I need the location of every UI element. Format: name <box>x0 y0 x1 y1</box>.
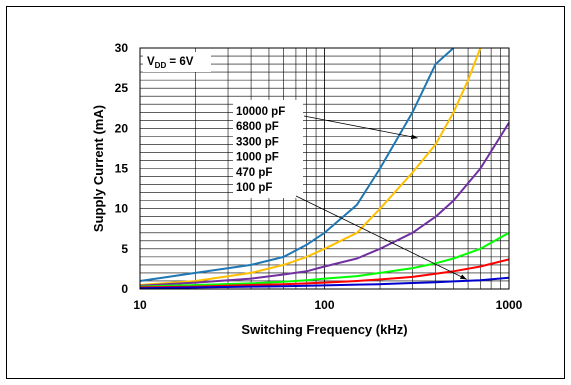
y-tick-label: 20 <box>115 121 129 135</box>
legend-label: 100 pF <box>236 182 272 194</box>
plot-area <box>139 47 510 290</box>
legend-box <box>233 100 303 198</box>
legend-label: 470 pF <box>236 167 272 179</box>
legend-label: 1000 pF <box>236 152 279 164</box>
legend-arrows <box>295 115 467 280</box>
x-tick-label: 100 <box>314 298 334 312</box>
arrow-top <box>303 115 418 140</box>
legend-label: 6800 pF <box>236 121 279 133</box>
x-tick-label: 10 <box>133 298 147 312</box>
y-tick-label: 0 <box>121 282 128 296</box>
series-line <box>139 47 455 282</box>
x-axis-label: Switching Frequency (kHz) <box>241 322 407 337</box>
series-line <box>139 231 510 288</box>
y-tick-label: 5 <box>121 242 128 256</box>
legend: 10000 pF 6800 pF 3300 pF 1000 pF 470 pF 100 p… <box>236 106 285 194</box>
y-tick-label: 15 <box>115 162 129 176</box>
series-line <box>139 276 510 290</box>
condition-label-box <box>143 52 211 72</box>
y-axis-label: Supply Current (mA) <box>91 105 106 232</box>
grid <box>139 47 510 290</box>
legend-label: 3300 pF <box>236 136 279 148</box>
condition-label: VDD = 6V <box>147 56 194 70</box>
curves <box>139 47 510 290</box>
x-tick-label: 1000 <box>496 298 523 312</box>
y-tick-label: 10 <box>115 202 129 216</box>
y-tick-label: 30 <box>115 41 129 55</box>
tick-labels: 0 5 10 15 20 25 30 10 100 1000 <box>115 41 523 312</box>
arrow-bottom <box>295 195 467 280</box>
series-line <box>139 258 510 289</box>
legend-label: 10000 pF <box>236 106 285 118</box>
series-line <box>139 122 510 287</box>
series-line <box>139 47 482 286</box>
y-tick-label: 25 <box>115 81 129 95</box>
chart-frame <box>6 6 565 379</box>
